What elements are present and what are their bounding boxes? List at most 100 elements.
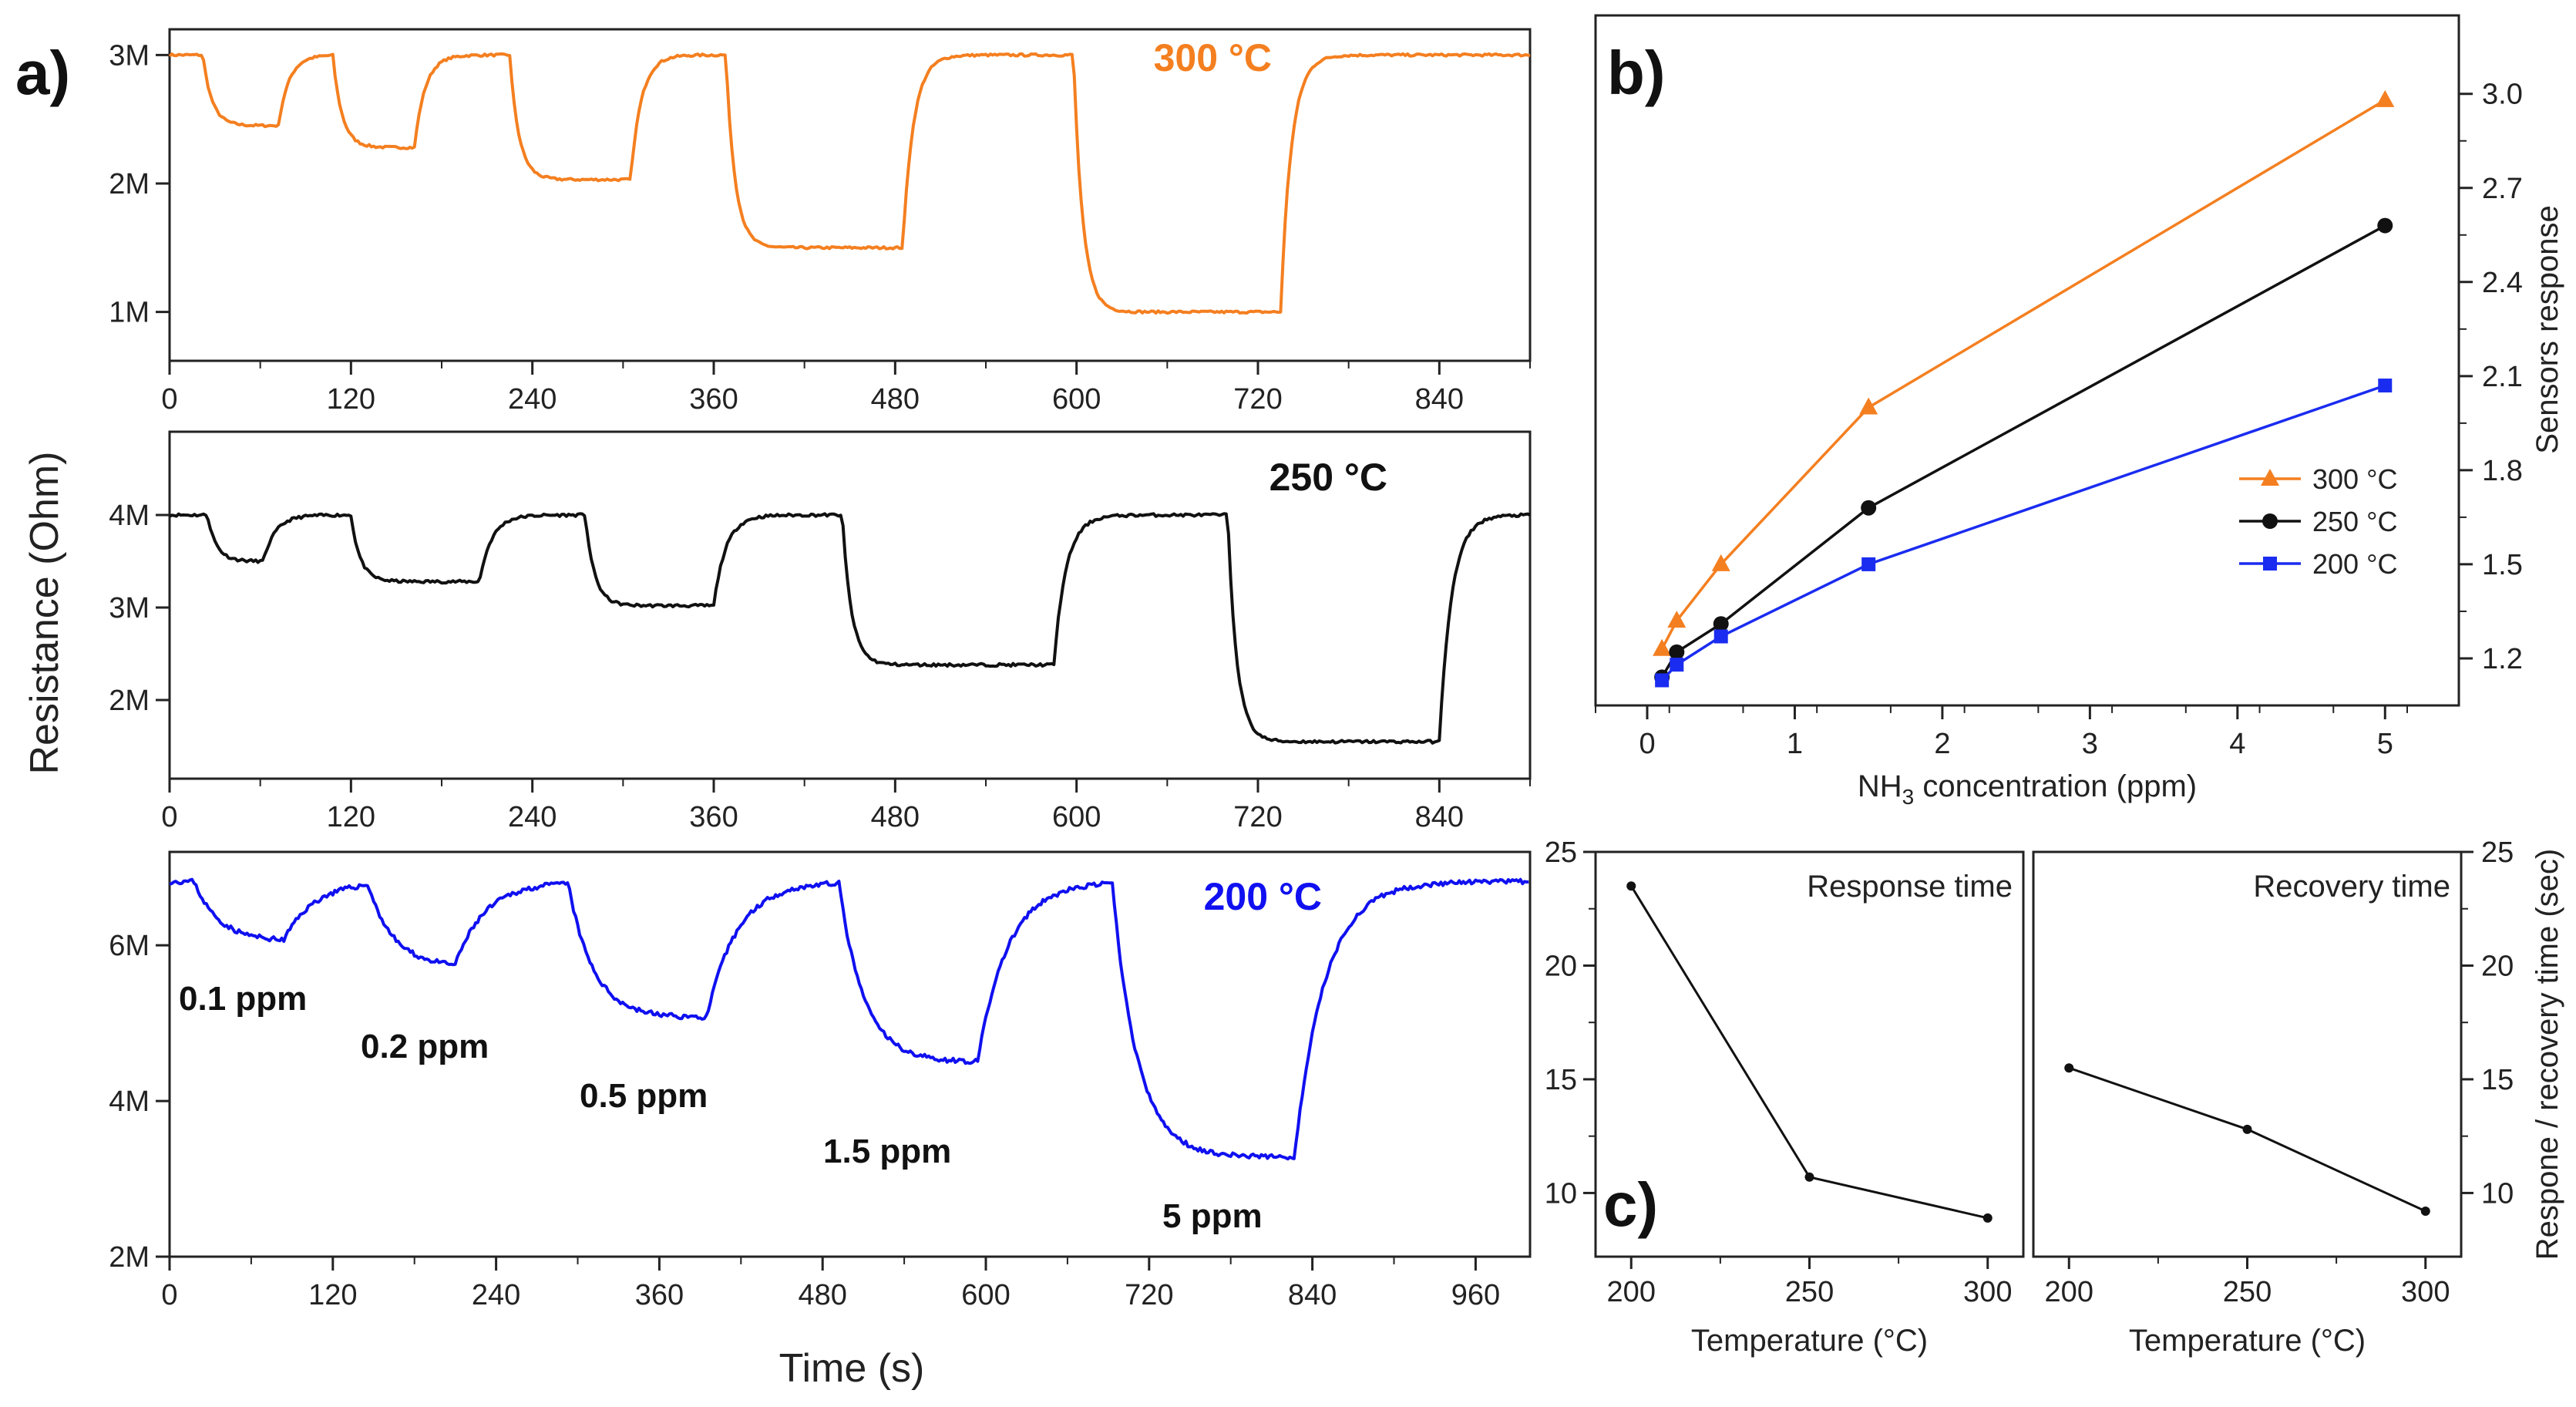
- x-tick-label: 120: [327, 383, 375, 416]
- y-tick-label: 15: [1545, 1064, 1577, 1096]
- x-tick-label: 600: [1052, 383, 1101, 416]
- inner-panel-title: Response time: [1807, 870, 2013, 904]
- x-tick-label: 200: [1607, 1276, 1656, 1308]
- legend-label: 300 °C: [2312, 463, 2397, 495]
- x-tick-label: 0: [161, 801, 177, 833]
- y-tick-label: 6M: [109, 930, 150, 962]
- data-point: [2378, 379, 2393, 393]
- panel-c-label: c): [1603, 1170, 1658, 1239]
- series-line: [1660, 384, 2386, 682]
- time-line: [1630, 885, 1989, 1220]
- x-tick-label: 5: [2377, 728, 2393, 760]
- plot-frame: [168, 28, 1532, 362]
- data-point: [1626, 881, 1636, 891]
- y-tick-label: 3M: [109, 39, 150, 72]
- y-tick-label: 25: [2481, 836, 2514, 869]
- x-axis-title: Temperature (°C): [1691, 1324, 1928, 1358]
- y-tick-label: 2M: [109, 168, 150, 200]
- x-tick-label: 600: [961, 1279, 1010, 1311]
- y-tick-label: 3M: [109, 592, 150, 624]
- inner-panel-title: Recovery time: [2253, 870, 2450, 904]
- y-tick-label: 20: [1545, 950, 1577, 982]
- temperature-label: 300 °C: [1154, 36, 1272, 79]
- x-tick-label: 960: [1451, 1279, 1500, 1311]
- x-tick-label: 0: [161, 383, 177, 416]
- x-tick-label: 300: [1963, 1276, 2012, 1308]
- data-point: [2420, 1207, 2430, 1217]
- series-line: [1660, 224, 2386, 678]
- resistance-trace: [168, 52, 1531, 315]
- data-point: [1861, 557, 1876, 571]
- x-tick-label: 360: [689, 801, 738, 833]
- data-point: [2064, 1063, 2074, 1073]
- legend-marker: [2263, 557, 2277, 571]
- x-tick-label: 240: [472, 1279, 520, 1311]
- y-tick-label: 1M: [109, 297, 150, 329]
- chart-recovery-time: 200 250 300 10 15 20 25 Recovery time Temperatur…: [2032, 836, 2564, 1358]
- x-tick-label: 840: [1415, 383, 1464, 416]
- x-tick-label: 480: [871, 801, 920, 833]
- chart-sensor-response: 0 1 2 3 4 5 1.2 1.5 1.8 2.1 2.4 2.7 3.0 NH3 concentra…: [1594, 14, 2564, 809]
- data-point: [1713, 616, 1729, 632]
- x-tick-label: 240: [508, 383, 557, 416]
- y-tick-label: 2.4: [2482, 267, 2523, 299]
- chart-250c-transient: 0 120 240 360 480 600 720 840 2M 3M 4M 250 °C: [109, 430, 1532, 833]
- x-tick-label: 250: [1785, 1276, 1834, 1308]
- y-tick-label: 15: [2481, 1064, 2514, 1096]
- x-tick-label: 600: [1052, 801, 1101, 833]
- x-tick-label: 240: [508, 801, 557, 833]
- legend-label: 200 °C: [2312, 548, 2397, 580]
- x-tick-label: 360: [689, 383, 738, 416]
- y-tick-label: 10: [2481, 1177, 2514, 1210]
- data-point: [2376, 89, 2395, 107]
- temperature-label: 200 °C: [1204, 875, 1322, 918]
- y-tick-label: 20: [2481, 950, 2514, 982]
- resistance-trace: [169, 512, 1531, 745]
- y-tick-label: 2M: [109, 1241, 150, 1274]
- chart-200c-transient: 0 120 240 360 480 600 720 840 960 2M 4M 6M 200 °C 0.1…: [109, 850, 1532, 1311]
- panel-a-label: a): [15, 39, 70, 107]
- x-axis-title: NH3 concentration (ppm): [1858, 769, 2197, 809]
- plot-frame: [2032, 850, 2463, 1258]
- y-axis-title: Sensors response: [2531, 205, 2564, 453]
- x-tick-label: 0: [161, 1279, 177, 1311]
- resistance-trace: [169, 877, 1529, 1161]
- x-tick-label: 480: [871, 383, 920, 416]
- data-point: [1713, 629, 1728, 644]
- time-line: [2068, 1066, 2426, 1213]
- legend-marker: [2261, 469, 2279, 486]
- concentration-label: 0.2 ppm: [361, 1028, 489, 1065]
- y-tick-label: 2.7: [2482, 173, 2523, 205]
- x-tick-label: 2: [1934, 728, 1950, 760]
- y-tick-label: 2.1: [2482, 361, 2523, 393]
- data-point: [1804, 1172, 1814, 1182]
- resistance-axis-title: Resistance (Ohm): [22, 452, 67, 775]
- x-tick-label: 250: [2223, 1276, 2272, 1308]
- data-point: [1655, 673, 1670, 688]
- y-axis-title: Respone / recovery time (sec): [2531, 849, 2564, 1261]
- panel-b-label: b): [1607, 39, 1666, 107]
- data-point: [1670, 658, 1684, 672]
- x-tick-label: 120: [327, 801, 375, 833]
- concentration-label: 0.5 ppm: [580, 1077, 708, 1115]
- x-tick-label: 720: [1233, 383, 1282, 416]
- x-tick-label: 720: [1125, 1279, 1173, 1311]
- x-tick-label: 720: [1233, 801, 1282, 833]
- x-axis-title: Temperature (°C): [2129, 1324, 2366, 1358]
- time-axis-title: Time (s): [779, 1346, 925, 1391]
- data-point: [1667, 611, 1687, 628]
- chart-300c-transient: 0 120 240 360 480 600 720 840 1M 2M 3M 300 °C: [109, 28, 1532, 416]
- data-point: [1982, 1213, 1993, 1223]
- data-point: [1711, 554, 1730, 571]
- legend-label: 250 °C: [2312, 506, 2397, 537]
- concentration-label: 1.5 ppm: [823, 1133, 951, 1170]
- plot-frame: [1594, 850, 2025, 1258]
- y-tick-label: 25: [1545, 836, 1577, 869]
- x-tick-label: 300: [2401, 1276, 2450, 1308]
- legend-marker: [2262, 513, 2278, 529]
- y-tick-label: 1.5: [2482, 549, 2523, 581]
- y-tick-label: 10: [1545, 1177, 1577, 1210]
- x-tick-label: 360: [635, 1279, 684, 1311]
- chart-response-time: 200 250 300 10 15 20 25 Response time Temperatur…: [1545, 836, 2025, 1358]
